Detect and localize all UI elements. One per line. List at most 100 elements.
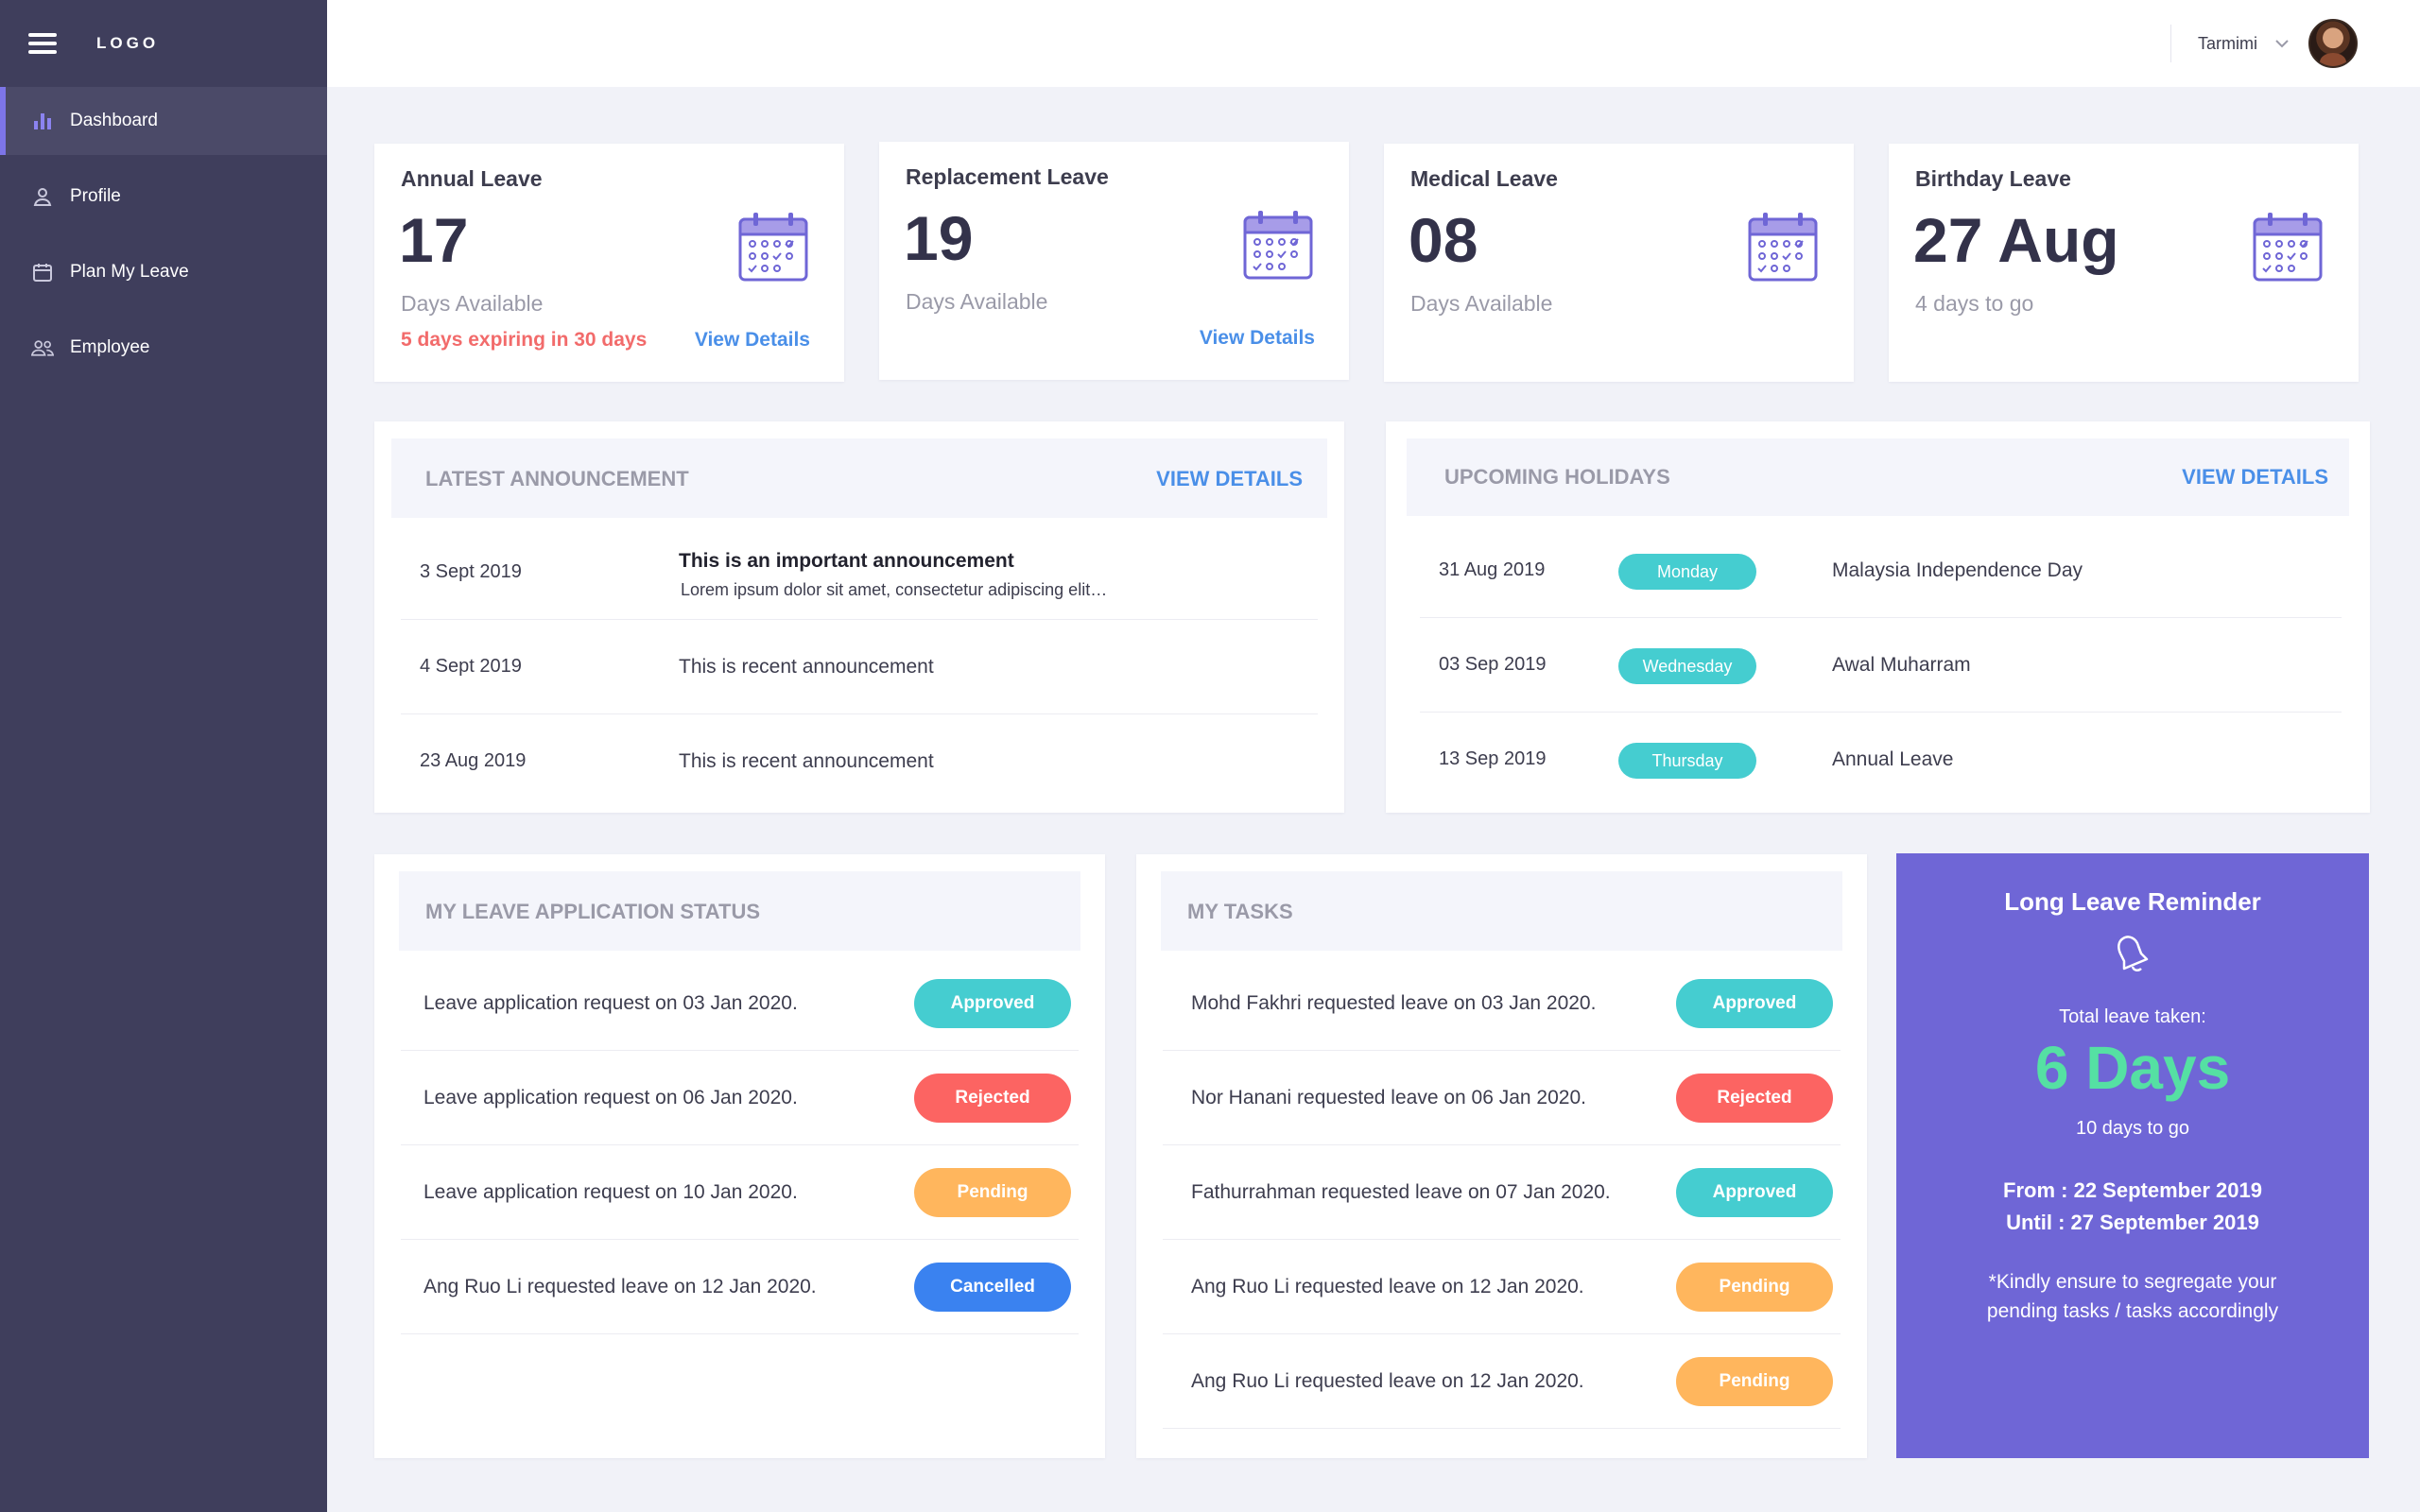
status-badge[interactable]: Pending (1676, 1263, 1833, 1312)
status-badge[interactable]: Approved (1676, 1168, 1833, 1217)
birthday-leave-card: Birthday Leave 27 Aug 4 days to go (1889, 144, 2359, 382)
panel-title: UPCOMING HOLIDAYS (1444, 465, 1670, 489)
top-bar: Tarmimi (327, 0, 2420, 87)
holiday-row: 13 Sep 2019 Thursday Annual Leave (1420, 713, 2342, 807)
leave-request-text: Leave application request on 06 Jan 2020… (424, 1087, 798, 1108)
announcement-date: 4 Sept 2019 (420, 656, 522, 677)
tasks-panel: MY TASKS Mohd Fakhri requested leave on … (1136, 854, 1867, 1458)
sidebar-item-employee[interactable]: Employee (0, 314, 327, 382)
user-name[interactable]: Tarmimi (2198, 33, 2257, 53)
holidays-panel: UPCOMING HOLIDAYS VIEW DETAILS 31 Aug 20… (1386, 421, 2370, 813)
card-value: 19 (904, 203, 974, 273)
leave-status-row[interactable]: Leave application request on 03 Jan 2020… (401, 956, 1079, 1051)
task-text: Ang Ruo Li requested leave on 12 Jan 202… (1191, 1370, 1584, 1392)
calendar-icon (1748, 213, 1818, 282)
announcement-date: 23 Aug 2019 (420, 750, 527, 771)
leave-request-text: Leave application request on 03 Jan 2020… (424, 992, 798, 1014)
leave-status-row[interactable]: Leave application request on 06 Jan 2020… (401, 1051, 1079, 1145)
holiday-name: Awal Muharram (1832, 654, 1971, 676)
leave-status-row[interactable]: Leave application request on 10 Jan 2020… (401, 1145, 1079, 1240)
task-row[interactable]: Nor Hanani requested leave on 06 Jan 202… (1163, 1051, 1841, 1145)
sidebar-item-dashboard[interactable]: Dashboard (0, 87, 327, 155)
status-badge[interactable]: Cancelled (914, 1263, 1071, 1312)
status-badge[interactable]: Pending (1676, 1357, 1833, 1406)
reminder-title: Long Leave Reminder (2004, 887, 2261, 916)
task-row[interactable]: Ang Ruo Li requested leave on 12 Jan 202… (1163, 1240, 1841, 1334)
announcement-text: This is recent announcement (679, 750, 934, 772)
status-badge[interactable]: Approved (914, 979, 1071, 1028)
announcement-excerpt: Lorem ipsum dolor sit amet, consectetur … (681, 580, 1108, 599)
task-row[interactable]: Fathurrahman requested leave on 07 Jan 2… (1163, 1145, 1841, 1240)
holiday-row: 03 Sep 2019 Wednesday Awal Muharram (1420, 618, 2342, 713)
card-subtitle: 4 days to go (1915, 291, 2034, 316)
holiday-date: 13 Sep 2019 (1439, 748, 1547, 769)
day-badge: Thursday (1618, 743, 1756, 779)
panel-header: MY TASKS (1161, 871, 1842, 951)
user-menu[interactable]: Tarmimi (2170, 19, 2358, 68)
announcement-row[interactable]: 4 Sept 2019 This is recent announcement (401, 620, 1318, 714)
card-subtitle: Days Available (906, 289, 1048, 314)
calendar-icon (30, 260, 55, 284)
sidebar-item-label: Plan My Leave (70, 262, 189, 282)
sidebar-item-plan-my-leave[interactable]: Plan My Leave (0, 238, 327, 306)
announcement-panel: LATEST ANNOUNCEMENT VIEW DETAILS 3 Sept … (374, 421, 1344, 813)
reminder-label: Total leave taken: (2059, 1006, 2206, 1027)
view-details-link[interactable]: VIEW DETAILS (1156, 467, 1303, 490)
announcement-text: This is recent announcement (679, 656, 934, 678)
chevron-down-icon[interactable] (2273, 34, 2291, 53)
sidebar-header: LOGO (0, 0, 327, 87)
card-value: 27 Aug (1913, 205, 2119, 275)
leave-status-row[interactable]: Ang Ruo Li requested leave on 12 Jan 202… (401, 1240, 1079, 1334)
task-row[interactable]: Ang Ruo Li requested leave on 12 Jan 202… (1163, 1334, 1841, 1429)
holiday-date: 03 Sep 2019 (1439, 654, 1547, 675)
announcement-row[interactable]: 23 Aug 2019 This is recent announcement (401, 714, 1318, 809)
sidebar-item-label: Employee (70, 337, 150, 357)
leave-until-date: Until : 27 September 2019 (2006, 1211, 2259, 1234)
card-title: Annual Leave (401, 166, 543, 191)
card-title: Replacement Leave (906, 164, 1109, 189)
total-leave-days: 6 Days (2034, 1034, 2231, 1102)
holiday-name: Malaysia Independence Day (1832, 559, 2083, 581)
panel-title: MY LEAVE APPLICATION STATUS (425, 900, 761, 923)
day-badge: Wednesday (1618, 648, 1756, 684)
status-badge[interactable]: Approved (1676, 979, 1833, 1028)
view-details-link[interactable]: View Details (694, 329, 810, 351)
task-row[interactable]: Mohd Fakhri requested leave on 03 Jan 20… (1163, 956, 1841, 1051)
avatar[interactable] (2308, 19, 2358, 68)
bell-icon (2118, 936, 2149, 971)
medical-leave-card: Medical Leave 08 Days Available (1384, 144, 1854, 382)
task-text: Fathurrahman requested leave on 07 Jan 2… (1191, 1181, 1611, 1203)
panel-title: MY TASKS (1187, 900, 1293, 923)
users-icon (30, 335, 55, 360)
panel-header: UPCOMING HOLIDAYS VIEW DETAILS (1407, 438, 2349, 516)
replacement-leave-card: Replacement Leave 19 Days Available View… (879, 142, 1349, 380)
task-text: Mohd Fakhri requested leave on 03 Jan 20… (1191, 992, 1597, 1014)
leave-request-text: Leave application request on 10 Jan 2020… (424, 1181, 798, 1203)
card-subtitle: Days Available (1410, 291, 1553, 316)
expiry-warning: 5 days expiring in 30 days (401, 329, 648, 351)
announcement-row[interactable]: 3 Sept 2019 This is an important announc… (401, 525, 1318, 620)
announcement-date: 3 Sept 2019 (420, 561, 522, 582)
long-leave-reminder: Long Leave Reminder Total leave taken: 6… (1896, 853, 2369, 1458)
sidebar-item-label: Dashboard (70, 111, 158, 130)
task-text: Nor Hanani requested leave on 06 Jan 202… (1191, 1087, 1586, 1108)
view-details-link[interactable]: VIEW DETAILS (2182, 465, 2328, 489)
menu-icon[interactable] (28, 33, 57, 54)
days-to-go: 10 days to go (2075, 1118, 2190, 1139)
holiday-row: 31 Aug 2019 Monday Malaysia Independence… (1420, 524, 2342, 618)
sidebar-item-profile[interactable]: Profile (0, 163, 327, 231)
reminder-note: *Kindly ensure to segregate your pending… (1986, 1271, 2279, 1322)
view-details-link[interactable]: View Details (1199, 327, 1315, 349)
calendar-icon (1243, 211, 1313, 280)
task-text: Ang Ruo Li requested leave on 12 Jan 202… (1191, 1276, 1584, 1297)
card-value: 17 (399, 205, 469, 275)
holiday-date: 31 Aug 2019 (1439, 559, 1546, 580)
sidebar-item-label: Profile (70, 186, 121, 206)
announcement-title: This is an important announcement (679, 550, 1014, 572)
status-badge[interactable]: Pending (914, 1168, 1071, 1217)
status-badge[interactable]: Rejected (914, 1074, 1071, 1123)
divider (2170, 25, 2171, 62)
status-badge[interactable]: Rejected (1676, 1074, 1833, 1123)
panel-header: MY LEAVE APPLICATION STATUS (399, 871, 1080, 951)
annual-leave-card: Annual Leave 17 Days Available 5 days ex… (374, 144, 844, 382)
